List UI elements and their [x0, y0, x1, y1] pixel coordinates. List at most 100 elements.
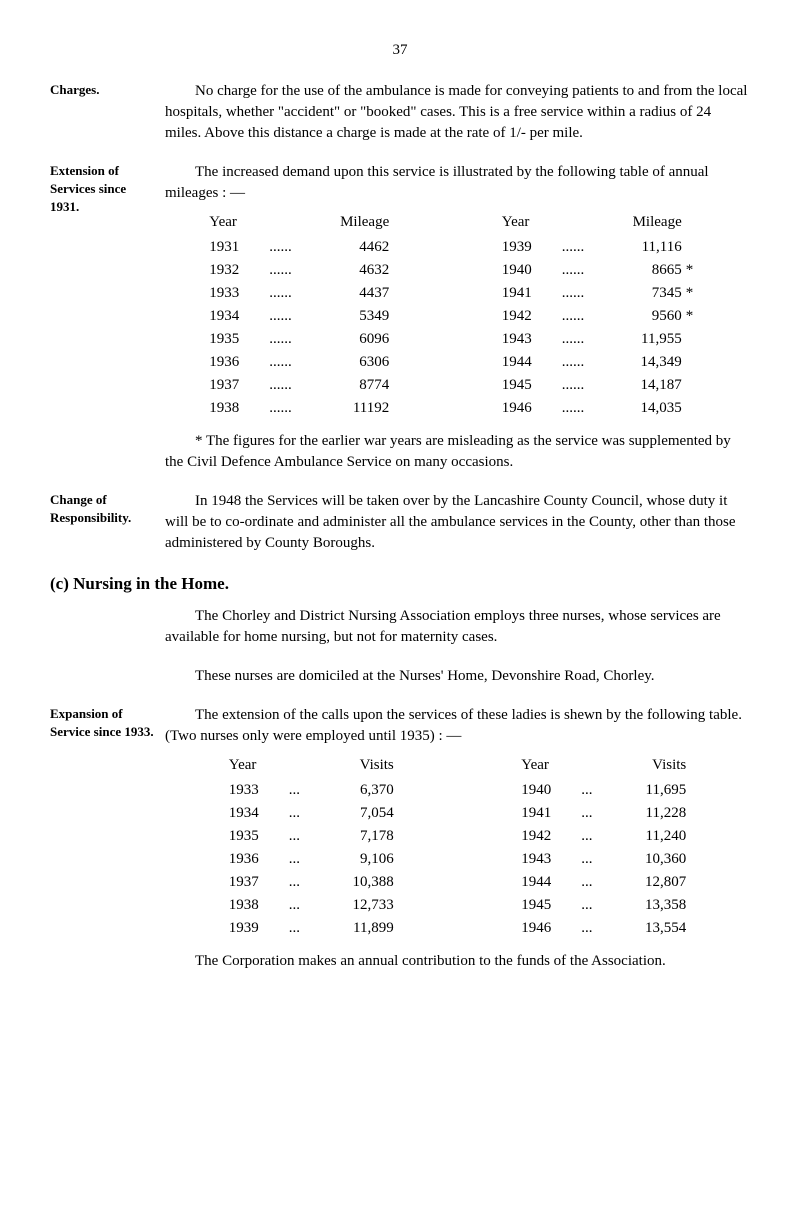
mileage-row: 1943......11,955 — [502, 329, 706, 350]
page-number: 37 — [50, 40, 750, 61]
visits-dots: ... — [581, 872, 616, 893]
visits-year: 1943 — [521, 849, 581, 870]
mileage-value: 14,035 — [612, 398, 682, 419]
mileage-year: 1945 — [502, 375, 562, 396]
charges-section: Charges. No charge for the use of the am… — [50, 81, 750, 144]
mileage-dots: ...... — [562, 260, 612, 281]
visits-dots: ... — [289, 780, 324, 801]
visits-header-year-r: Year — [521, 755, 581, 776]
mileage-year: 1939 — [502, 237, 562, 258]
visits-dots: ... — [581, 803, 616, 824]
visits-row: 1938...12,733 — [229, 895, 394, 916]
visits-dots: ... — [581, 780, 616, 801]
visits-row: 1945...13,358 — [521, 895, 686, 916]
mileage-year: 1944 — [502, 352, 562, 373]
visits-row: 1936...9,106 — [229, 849, 394, 870]
mileage-value: 11192 — [319, 398, 389, 419]
mileage-dots: ...... — [562, 329, 612, 350]
visits-year: 1942 — [521, 826, 581, 847]
visits-dots: ... — [581, 918, 616, 939]
visits-year: 1944 — [521, 872, 581, 893]
visits-value: 10,388 — [324, 872, 394, 893]
expansion-intro: The extension of the calls upon the serv… — [165, 705, 750, 747]
visits-year: 1945 — [521, 895, 581, 916]
visits-row: 1941...11,228 — [521, 803, 686, 824]
visits-value: 11,240 — [616, 826, 686, 847]
visits-value: 11,695 — [616, 780, 686, 801]
visits-table: Year Visits 1933...6,3701934...7,0541935… — [165, 755, 750, 941]
mileage-dots: ...... — [562, 375, 612, 396]
visits-row: 1933...6,370 — [229, 780, 394, 801]
mileage-year: 1932 — [209, 260, 269, 281]
visits-year: 1941 — [521, 803, 581, 824]
extension-section: Extension of Services since 1931. The in… — [50, 162, 750, 473]
mileage-value: 6306 — [319, 352, 389, 373]
nursing-para1: The Chorley and District Nursing Associa… — [165, 606, 750, 648]
visits-dots: ... — [289, 872, 324, 893]
nursing-section-1: The Chorley and District Nursing Associa… — [50, 606, 750, 648]
nursing-heading: (c) Nursing in the Home. — [50, 572, 750, 596]
mileage-row: 1931......4462 — [209, 237, 413, 258]
expansion-section: Expansion of Service since 1933. The ext… — [50, 705, 750, 972]
expansion-label: Expansion of Service since 1933. — [50, 705, 165, 972]
mileage-note — [389, 375, 413, 396]
mileage-value: 5349 — [319, 306, 389, 327]
mileage-value: 6096 — [319, 329, 389, 350]
charges-text: No charge for the use of the ambulance i… — [165, 81, 750, 144]
mileage-year: 1940 — [502, 260, 562, 281]
mileage-value: 11,116 — [612, 237, 682, 258]
extension-label: Extension of Services since 1931. — [50, 162, 165, 473]
mileage-row: 1936......6306 — [209, 352, 413, 373]
mileage-row: 1933......4437 — [209, 283, 413, 304]
visits-year: 1938 — [229, 895, 289, 916]
visits-value: 10,360 — [616, 849, 686, 870]
mileage-right-col: Year Mileage 1939......11,1161940......8… — [502, 212, 706, 421]
visits-year: 1940 — [521, 780, 581, 801]
mileage-row: 1938......11192 — [209, 398, 413, 419]
visits-dots: ... — [289, 849, 324, 870]
mileage-value: 9560 — [612, 306, 682, 327]
expansion-closing: The Corporation makes an annual contribu… — [165, 951, 750, 972]
visits-row: 1944...12,807 — [521, 872, 686, 893]
visits-dots: ... — [289, 918, 324, 939]
mileage-dots: ...... — [562, 398, 612, 419]
mileage-row: 1932......4632 — [209, 260, 413, 281]
mileage-note — [389, 306, 413, 327]
mileage-note: * — [682, 260, 706, 281]
visits-year: 1937 — [229, 872, 289, 893]
mileage-note: * — [682, 306, 706, 327]
mileage-table: Year Mileage 1931......44621932......463… — [165, 212, 750, 421]
visits-dots: ... — [289, 803, 324, 824]
visits-header-visits: Visits — [324, 755, 394, 776]
mileage-row: 1945......14,187 — [502, 375, 706, 396]
visits-row: 1935...7,178 — [229, 826, 394, 847]
mileage-header-mileage-r: Mileage — [612, 212, 682, 233]
visits-row: 1943...10,360 — [521, 849, 686, 870]
visits-value: 12,807 — [616, 872, 686, 893]
mileage-note — [682, 237, 706, 258]
mileage-value: 8774 — [319, 375, 389, 396]
extension-footnote: * The figures for the earlier war years … — [165, 431, 750, 473]
visits-value: 9,106 — [324, 849, 394, 870]
mileage-value: 7345 — [612, 283, 682, 304]
mileage-note — [682, 352, 706, 373]
mileage-year: 1937 — [209, 375, 269, 396]
mileage-year: 1934 — [209, 306, 269, 327]
visits-left-col: Year Visits 1933...6,3701934...7,0541935… — [229, 755, 394, 941]
change-label: Change of Responsibility. — [50, 491, 165, 554]
visits-row: 1946...13,554 — [521, 918, 686, 939]
mileage-value: 14,187 — [612, 375, 682, 396]
mileage-header-mileage: Mileage — [319, 212, 389, 233]
visits-right-col: Year Visits 1940...11,6951941...11,22819… — [521, 755, 686, 941]
change-text: In 1948 the Services will be taken over … — [165, 491, 750, 554]
nursing-section-2: These nurses are domiciled at the Nurses… — [50, 666, 750, 687]
mileage-year: 1941 — [502, 283, 562, 304]
visits-value: 11,228 — [616, 803, 686, 824]
mileage-note: * — [682, 283, 706, 304]
visits-row: 1942...11,240 — [521, 826, 686, 847]
visits-value: 6,370 — [324, 780, 394, 801]
mileage-row: 1935......6096 — [209, 329, 413, 350]
visits-value: 13,554 — [616, 918, 686, 939]
mileage-year: 1935 — [209, 329, 269, 350]
visits-year: 1933 — [229, 780, 289, 801]
